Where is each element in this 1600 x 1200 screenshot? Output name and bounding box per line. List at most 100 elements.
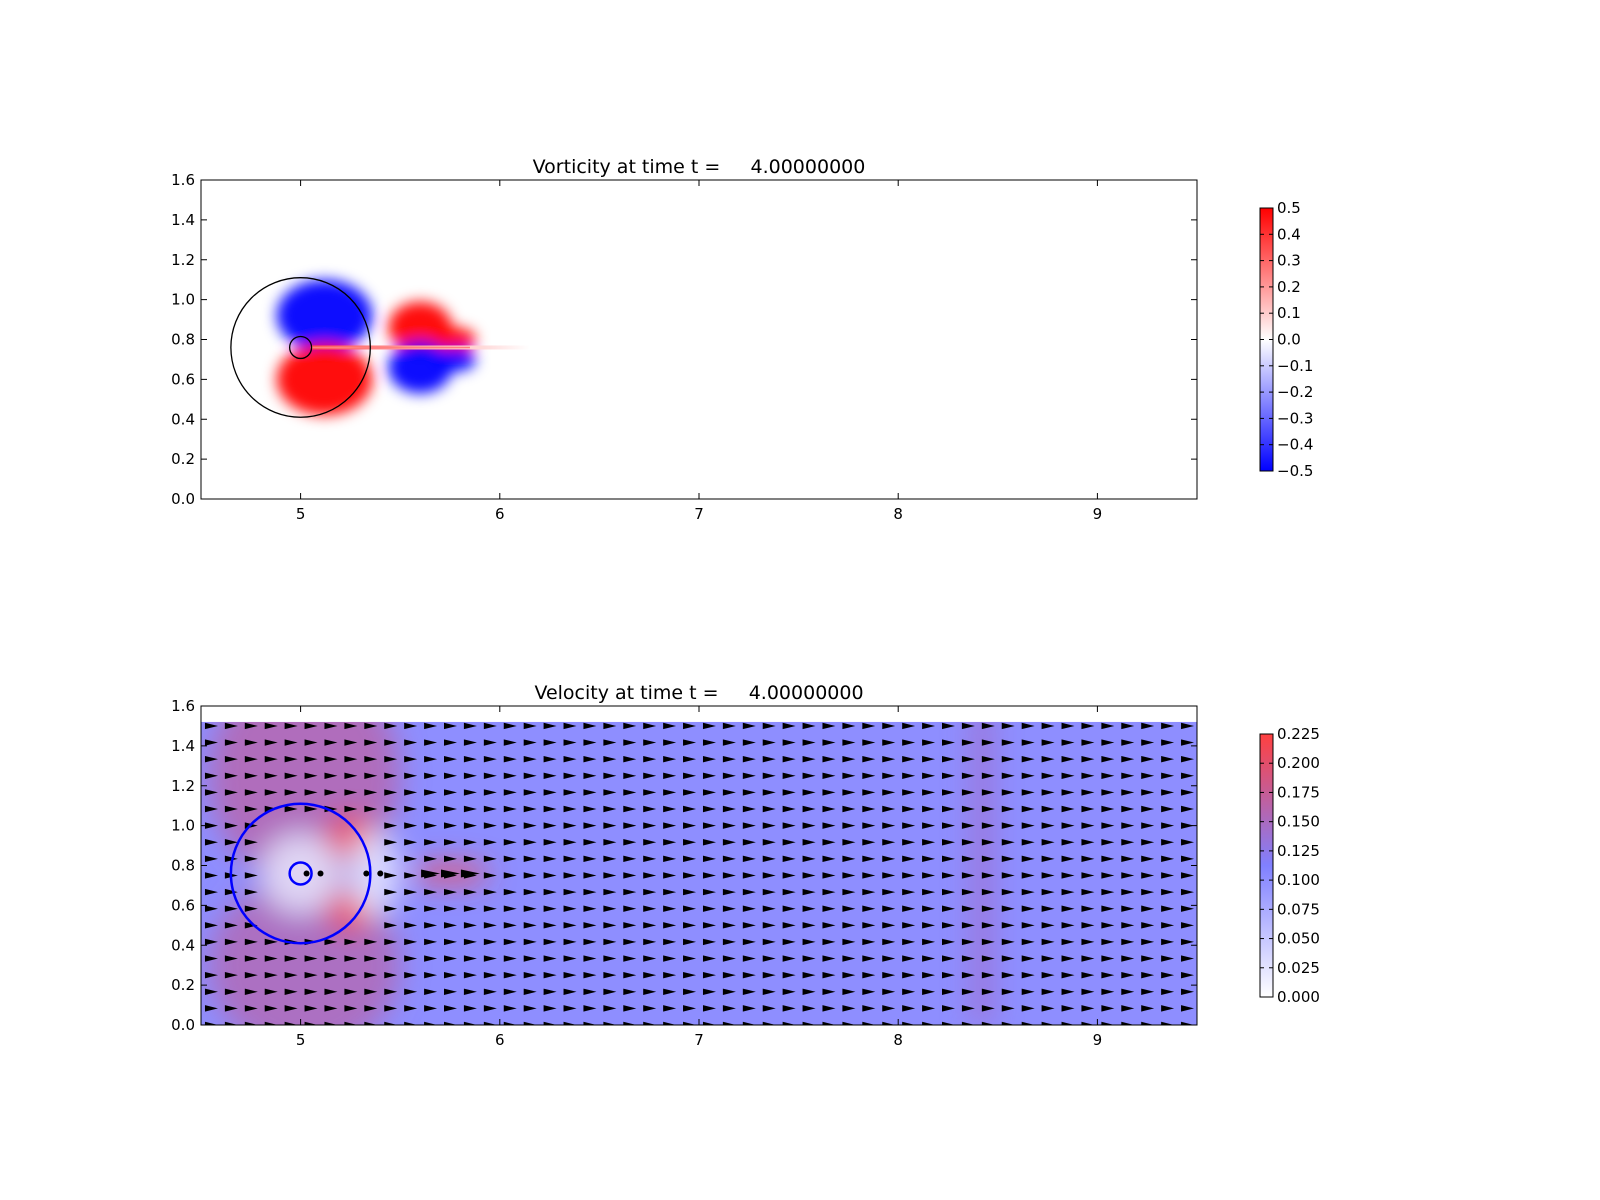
quiver-arrow xyxy=(663,872,677,879)
quiver-arrow xyxy=(822,755,836,763)
quiver-arrow xyxy=(603,855,617,863)
colorbar-tick-label: 0.3 xyxy=(1277,252,1301,270)
quiver-arrow xyxy=(344,1005,358,1012)
quiver-arrow xyxy=(942,922,955,929)
quiver-arrow xyxy=(583,872,597,879)
quiver-arrow xyxy=(762,722,776,730)
quiver-arrow xyxy=(981,755,995,763)
vorticity-lobe-negative xyxy=(388,341,452,394)
quiver-arrow xyxy=(922,872,936,879)
quiver-arrow xyxy=(942,905,955,912)
quiver-arrow xyxy=(424,971,438,979)
quiver-arrow xyxy=(1021,922,1035,929)
quiver-arrow xyxy=(523,822,537,829)
quiver-arrow xyxy=(643,839,657,846)
quiver-arrow xyxy=(603,1021,617,1025)
quiver-arrow xyxy=(543,789,557,796)
quiver-arrow xyxy=(842,839,856,846)
quiver-arrow xyxy=(284,772,298,779)
quiver-arrow xyxy=(1101,955,1115,962)
quiver-arrow xyxy=(902,822,916,829)
quiver-arrow xyxy=(224,971,238,979)
quiver-arrow xyxy=(643,905,657,912)
quiver-arrow xyxy=(324,971,338,979)
quiver-arrow xyxy=(1101,872,1115,879)
quiver-arrow xyxy=(1041,839,1055,846)
quiver-arrow xyxy=(284,805,298,813)
quiver-arrow xyxy=(583,938,597,946)
quiver-arrow xyxy=(1081,722,1095,730)
quiver-arrow xyxy=(961,888,975,896)
quiver-arrow xyxy=(1141,971,1155,979)
quiver-arrow xyxy=(404,872,418,879)
quiver-arrow xyxy=(1021,1021,1035,1025)
quiver-arrow xyxy=(1041,905,1055,912)
quiver-arrow xyxy=(523,855,537,863)
quiver-arrow xyxy=(961,772,975,779)
quiver-arrow xyxy=(742,822,756,829)
quiver-arrow xyxy=(444,822,457,829)
quiver-arrow xyxy=(204,1021,218,1025)
quiver-arrow xyxy=(264,789,278,796)
quiver-arrow xyxy=(862,755,876,763)
quiver-arrow xyxy=(404,988,418,995)
quiver-arrow xyxy=(384,1021,398,1025)
quiver-arrow xyxy=(483,839,497,846)
quiver-arrow xyxy=(1061,971,1075,979)
quiver-arrow xyxy=(643,938,657,946)
quiver-arrow xyxy=(563,1021,577,1025)
quiver-arrow xyxy=(463,922,477,929)
quiver-arrow xyxy=(503,805,517,813)
quiver-arrow xyxy=(722,938,736,946)
quiver-arrow xyxy=(683,822,697,829)
quiver-arrow xyxy=(1021,855,1035,863)
quiver-arrow xyxy=(1041,822,1055,829)
quiver-arrow xyxy=(822,772,836,779)
quiver-arrow xyxy=(663,922,677,929)
quiver-arrow xyxy=(981,888,995,896)
quiver-arrow xyxy=(1081,1005,1095,1012)
x-tick-label: 8 xyxy=(893,505,903,523)
quiver-arrow xyxy=(822,822,836,829)
quiver-arrow xyxy=(822,955,836,962)
quiver-arrow xyxy=(424,739,438,746)
quiver-arrow xyxy=(1161,805,1175,813)
quiver-arrow xyxy=(842,1021,856,1025)
quiver-arrow xyxy=(344,739,358,746)
quiver-arrow xyxy=(1121,938,1135,946)
quiver-arrow xyxy=(364,739,378,746)
y-tick-label: 0.0 xyxy=(171,1016,195,1034)
quiver-arrow xyxy=(563,905,577,912)
quiver-arrow xyxy=(1121,772,1135,779)
quiver-arrow xyxy=(981,1005,995,1012)
quiver-arrow xyxy=(683,772,697,779)
quiver-arrow xyxy=(543,805,557,813)
quiver-arrow xyxy=(1161,839,1175,846)
quiver-arrow xyxy=(583,839,597,846)
quiver-arrow xyxy=(324,1005,338,1012)
quiver-arrow xyxy=(444,772,457,779)
quiver-arrow xyxy=(583,888,597,896)
quiver-arrow xyxy=(842,805,856,813)
quiver-arrow xyxy=(304,971,318,979)
quiver-arrow xyxy=(523,872,537,879)
quiver-arrow xyxy=(1041,955,1055,962)
quiver-arrow xyxy=(643,988,657,995)
quiver-arrow xyxy=(922,755,936,763)
quiver-arrow xyxy=(1101,789,1115,796)
quiver-arrow xyxy=(583,755,597,763)
quiver-arrow xyxy=(822,739,836,746)
quiver-arrow xyxy=(1141,839,1155,846)
quiver-arrow xyxy=(822,839,836,846)
quiver-arrow xyxy=(424,922,438,929)
quiver-arrow xyxy=(424,905,438,912)
quiver-arrow xyxy=(722,805,736,813)
quiver-arrow xyxy=(722,905,736,912)
quiver-arrow xyxy=(1181,922,1195,929)
quiver-arrow xyxy=(463,888,477,896)
quiver-arrow xyxy=(1061,755,1075,763)
quiver-arrow xyxy=(722,739,736,746)
quiver-arrow xyxy=(922,839,936,846)
quiver-arrow xyxy=(643,1021,657,1025)
quiver-arrow xyxy=(404,739,418,746)
